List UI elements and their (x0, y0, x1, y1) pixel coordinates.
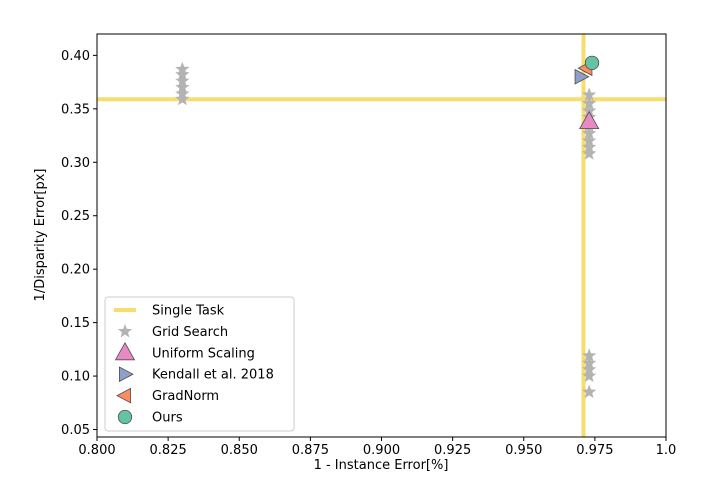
x-tick-label: 0.975 (576, 443, 613, 458)
x-tick-label: 1.0 (656, 443, 677, 458)
legend-gradnorm-swatch (116, 387, 132, 404)
x-tick-label: 0.825 (150, 443, 187, 458)
y-tick-label: 0.20 (61, 263, 90, 278)
y-tick-label: 0.10 (61, 370, 90, 385)
data-markers (175, 55, 600, 399)
grid-search-marker (582, 384, 597, 399)
grid-search-marker (582, 348, 597, 362)
legend-ours-label: Ours (152, 411, 183, 426)
y-tick-label: 0.35 (61, 102, 90, 117)
legend-grid-search-label: Grid Search (152, 325, 228, 340)
legend-kendall-et-al-2018-label: Kendall et al. 2018 (152, 368, 274, 383)
y-tick-label: 0.30 (61, 156, 90, 171)
x-tick-label: 0.900 (363, 443, 400, 458)
legend-box (104, 296, 295, 432)
y-axis: 0.05 0.10 0.15 0.20 0.25 0.30 0.35 0.40 (61, 49, 97, 438)
y-tick-label: 0.15 (61, 316, 90, 331)
grid-search-marker (582, 95, 597, 110)
grid-search-marker (582, 125, 597, 140)
y-tick-label: 0.40 (61, 49, 90, 64)
legend-grid-search-swatch (117, 323, 133, 338)
legend-single-task-label: Single Task (152, 304, 225, 319)
uniform-scaling-marker (578, 110, 600, 130)
legend-gradnorm-label: GradNorm (152, 389, 219, 404)
legend-ours-swatch (117, 409, 133, 425)
x-tick-label: 0.925 (434, 443, 471, 458)
x-tick-label: 0.800 (78, 443, 115, 458)
legend-kendall-et-al-2018-swatch (119, 366, 134, 383)
grid-search-marker (582, 368, 597, 383)
legend-uniform-scaling-swatch (114, 341, 136, 361)
y-axis-label: 1/Disparity Error[px] (33, 169, 48, 302)
x-tick-label: 0.875 (292, 443, 329, 458)
grid-search-marker (582, 87, 597, 101)
legend-uniform-scaling-label: Uniform Scaling (152, 346, 255, 361)
x-tick-label: 0.950 (505, 443, 542, 458)
y-tick-label: 0.05 (61, 423, 90, 438)
x-tick-label: 0.850 (221, 443, 258, 458)
y-tick-label: 0.25 (61, 209, 90, 224)
grid-search-marker (582, 146, 597, 160)
ours-marker (584, 55, 600, 71)
legend: Single Task Grid Search Uniform Scaling Ken… (104, 296, 295, 432)
grid-search-marker (175, 91, 190, 106)
x-axis-label: 1 - Instance Error[%] (314, 458, 449, 473)
x-axis: 0.800 0.825 0.850 0.875 0.900 0.925 0.950 0.975… (78, 437, 676, 458)
kendall-et-al-2018-marker (574, 68, 590, 85)
